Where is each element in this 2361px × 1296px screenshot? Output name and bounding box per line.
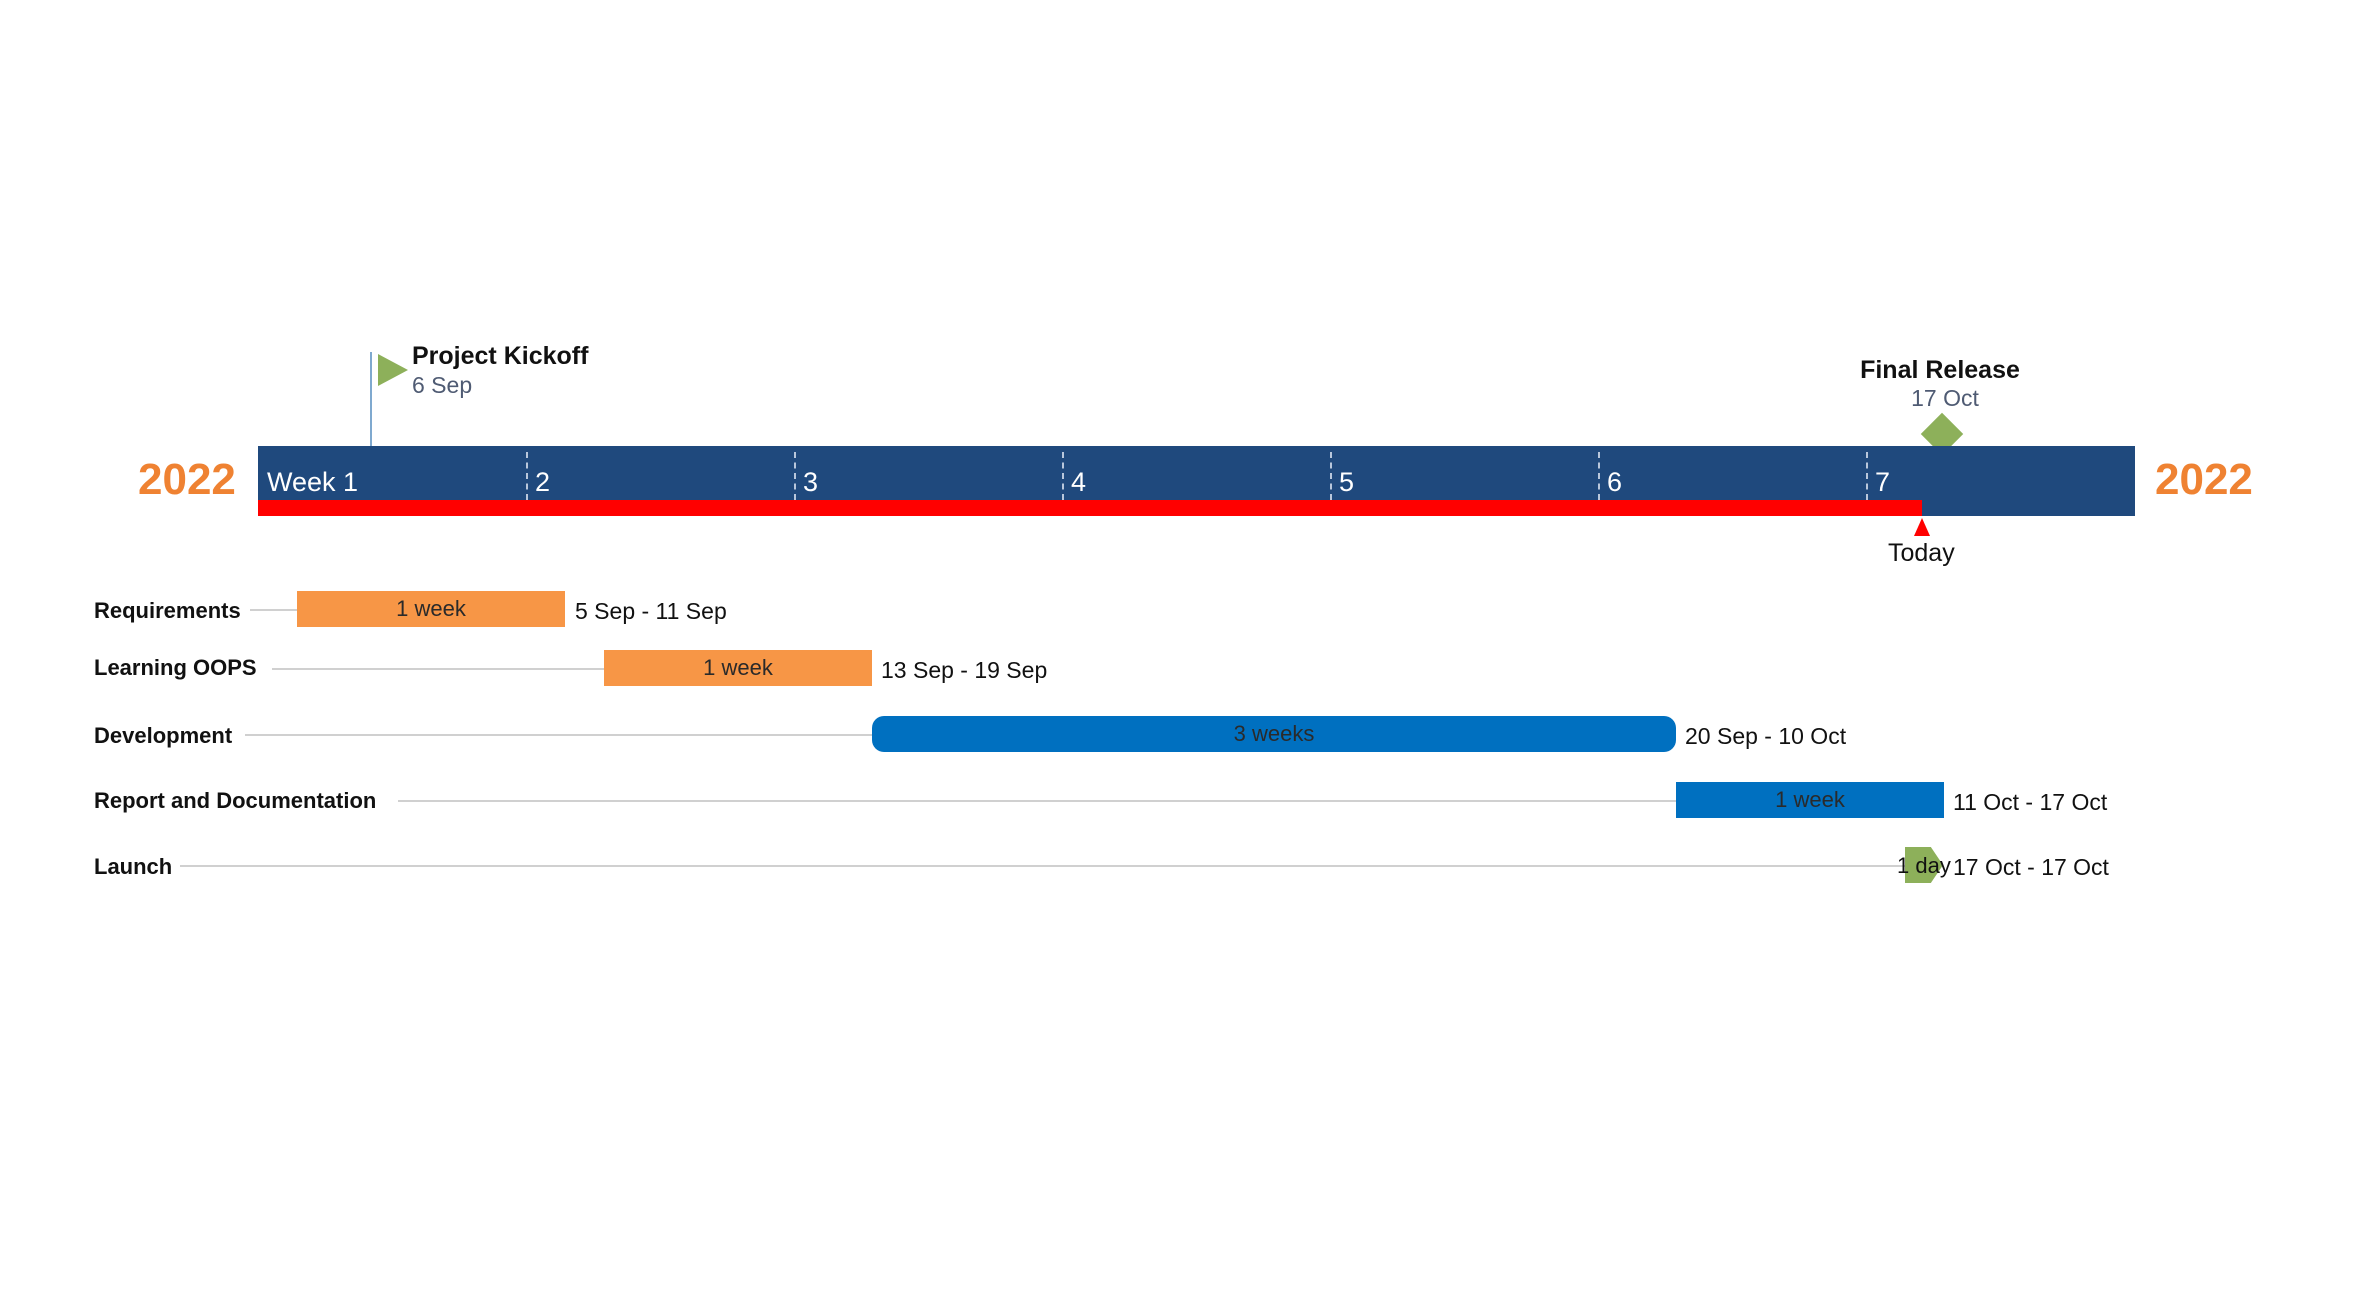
task-duration-requirements: 1 week <box>396 596 466 621</box>
task-name-development: Development <box>94 723 233 748</box>
task-bar-report-documentation: 1 week <box>1676 782 1944 818</box>
task-range-development: 20 Sep - 10 Oct <box>1685 723 1847 749</box>
task-bar-development: 3 weeks <box>872 716 1676 752</box>
task-range-requirements: 5 Sep - 11 Sep <box>575 598 727 624</box>
week-label-2: 2 <box>535 467 551 497</box>
task-bar-learning-oops: 1 week <box>604 650 872 686</box>
task-guide-line <box>272 668 605 670</box>
task-bar-requirements: 1 week <box>297 591 565 627</box>
kickoff-flag-pole <box>370 352 372 446</box>
today-label: Today <box>1888 539 1955 567</box>
task-range-launch: 17 Oct - 17 Oct <box>1953 854 2109 880</box>
task-name-requirements: Requirements <box>94 598 241 623</box>
today-marker-icon <box>1914 518 1930 536</box>
task-name-learning-oops: Learning OOPS <box>94 655 257 680</box>
kickoff-flag-icon <box>378 354 408 386</box>
week-separator <box>1330 452 1332 500</box>
task-duration-launch: 1 day <box>1897 853 1951 878</box>
task-range-report-documentation: 11 Oct - 17 Oct <box>1953 789 2108 815</box>
week-label-5: 5 <box>1339 467 1355 497</box>
milestone-kickoff-date: 6 Sep <box>412 372 473 398</box>
week-separator <box>1062 452 1064 500</box>
milestone-kickoff-title: Project Kickoff <box>412 342 589 370</box>
milestone-release-date: 17 Oct <box>1911 385 1979 411</box>
week-label-4: 4 <box>1071 467 1087 497</box>
task-name-report-documentation: Report and Documentation <box>94 788 377 813</box>
task-guide-line <box>245 734 873 736</box>
week-separator <box>1866 452 1868 500</box>
milestone-release-title: Final Release <box>1860 356 2020 384</box>
week-label-1: Week 1 <box>267 467 359 497</box>
task-duration-learning-oops: 1 week <box>703 655 773 680</box>
task-guide-line <box>180 865 1907 867</box>
task-guide-line <box>250 609 298 611</box>
week-separator <box>1598 452 1600 500</box>
task-name-launch: Launch <box>94 854 173 879</box>
task-duration-development: 3 weeks <box>1233 721 1315 746</box>
week-label-7: 7 <box>1875 467 1891 497</box>
week-separator <box>794 452 796 500</box>
year-label-right: 2022 <box>2155 455 2253 504</box>
week-label-3: 3 <box>803 467 819 497</box>
progress-bar <box>258 500 1922 516</box>
task-range-learning-oops: 13 Sep - 19 Sep <box>881 657 1048 683</box>
week-label-6: 6 <box>1607 467 1623 497</box>
task-guide-line <box>398 800 1677 802</box>
task-duration-report-documentation: 1 week <box>1775 787 1845 812</box>
year-label-left: 2022 <box>138 455 236 504</box>
week-separator <box>526 452 528 500</box>
